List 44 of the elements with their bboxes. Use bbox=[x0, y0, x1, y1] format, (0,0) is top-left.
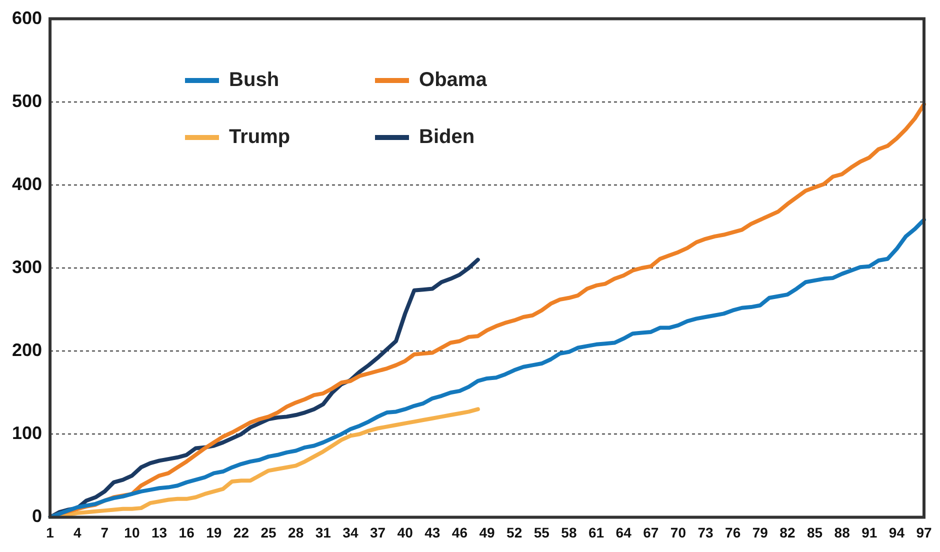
legend-label: Biden bbox=[419, 126, 475, 149]
x-tick-label: 52 bbox=[506, 524, 522, 540]
y-tick-label: 500 bbox=[12, 90, 42, 111]
x-tick-label: 10 bbox=[124, 524, 140, 540]
x-tick-label: 49 bbox=[479, 524, 496, 540]
legend-label: Trump bbox=[229, 126, 290, 149]
x-tick-label: 97 bbox=[916, 524, 932, 540]
x-tick-label: 34 bbox=[342, 524, 358, 540]
x-tick-label: 28 bbox=[288, 524, 304, 540]
x-tick-label: 37 bbox=[370, 524, 386, 540]
x-tick-label: 58 bbox=[561, 524, 577, 540]
x-tick-label: 64 bbox=[616, 524, 632, 540]
x-tick-label: 70 bbox=[670, 524, 686, 540]
y-tick-label: 0 bbox=[32, 506, 42, 526]
x-tick-label: 88 bbox=[834, 524, 850, 540]
y-tick-label: 100 bbox=[12, 423, 42, 444]
x-tick-label: 40 bbox=[397, 524, 414, 540]
x-tick-label: 85 bbox=[806, 524, 823, 540]
x-tick-label: 46 bbox=[452, 524, 468, 540]
y-tick-label: 400 bbox=[12, 174, 42, 194]
x-tick-label: 25 bbox=[260, 524, 277, 540]
x-tick-label: 43 bbox=[424, 524, 440, 540]
x-tick-label: 16 bbox=[178, 524, 195, 540]
y-tick-label: 200 bbox=[12, 340, 42, 360]
x-tick-label: 91 bbox=[862, 524, 878, 540]
x-tick-label: 1 bbox=[46, 524, 54, 540]
x-tick-label: 7 bbox=[100, 524, 109, 540]
x-tick-label: 82 bbox=[780, 524, 796, 540]
x-tick-label: 19 bbox=[206, 524, 222, 540]
x-tick-label: 79 bbox=[752, 524, 768, 540]
x-tick-label: 76 bbox=[725, 524, 741, 540]
x-tick-label: 61 bbox=[588, 524, 604, 540]
x-tick-label: 4 bbox=[73, 524, 82, 540]
legend-label: Bush bbox=[229, 68, 280, 92]
y-tick-label: 300 bbox=[12, 256, 42, 277]
x-tick-label: 73 bbox=[698, 524, 714, 540]
x-tick-label: 55 bbox=[534, 524, 550, 540]
legend-label: Obama bbox=[419, 68, 487, 92]
y-tick-label: 600 bbox=[12, 8, 42, 28]
x-tick-label: 13 bbox=[151, 524, 168, 540]
x-tick-label: 67 bbox=[643, 524, 659, 540]
x-tick-label: 22 bbox=[233, 524, 250, 540]
x-tick-label: 31 bbox=[315, 524, 332, 540]
x-tick-label: 94 bbox=[888, 524, 905, 540]
